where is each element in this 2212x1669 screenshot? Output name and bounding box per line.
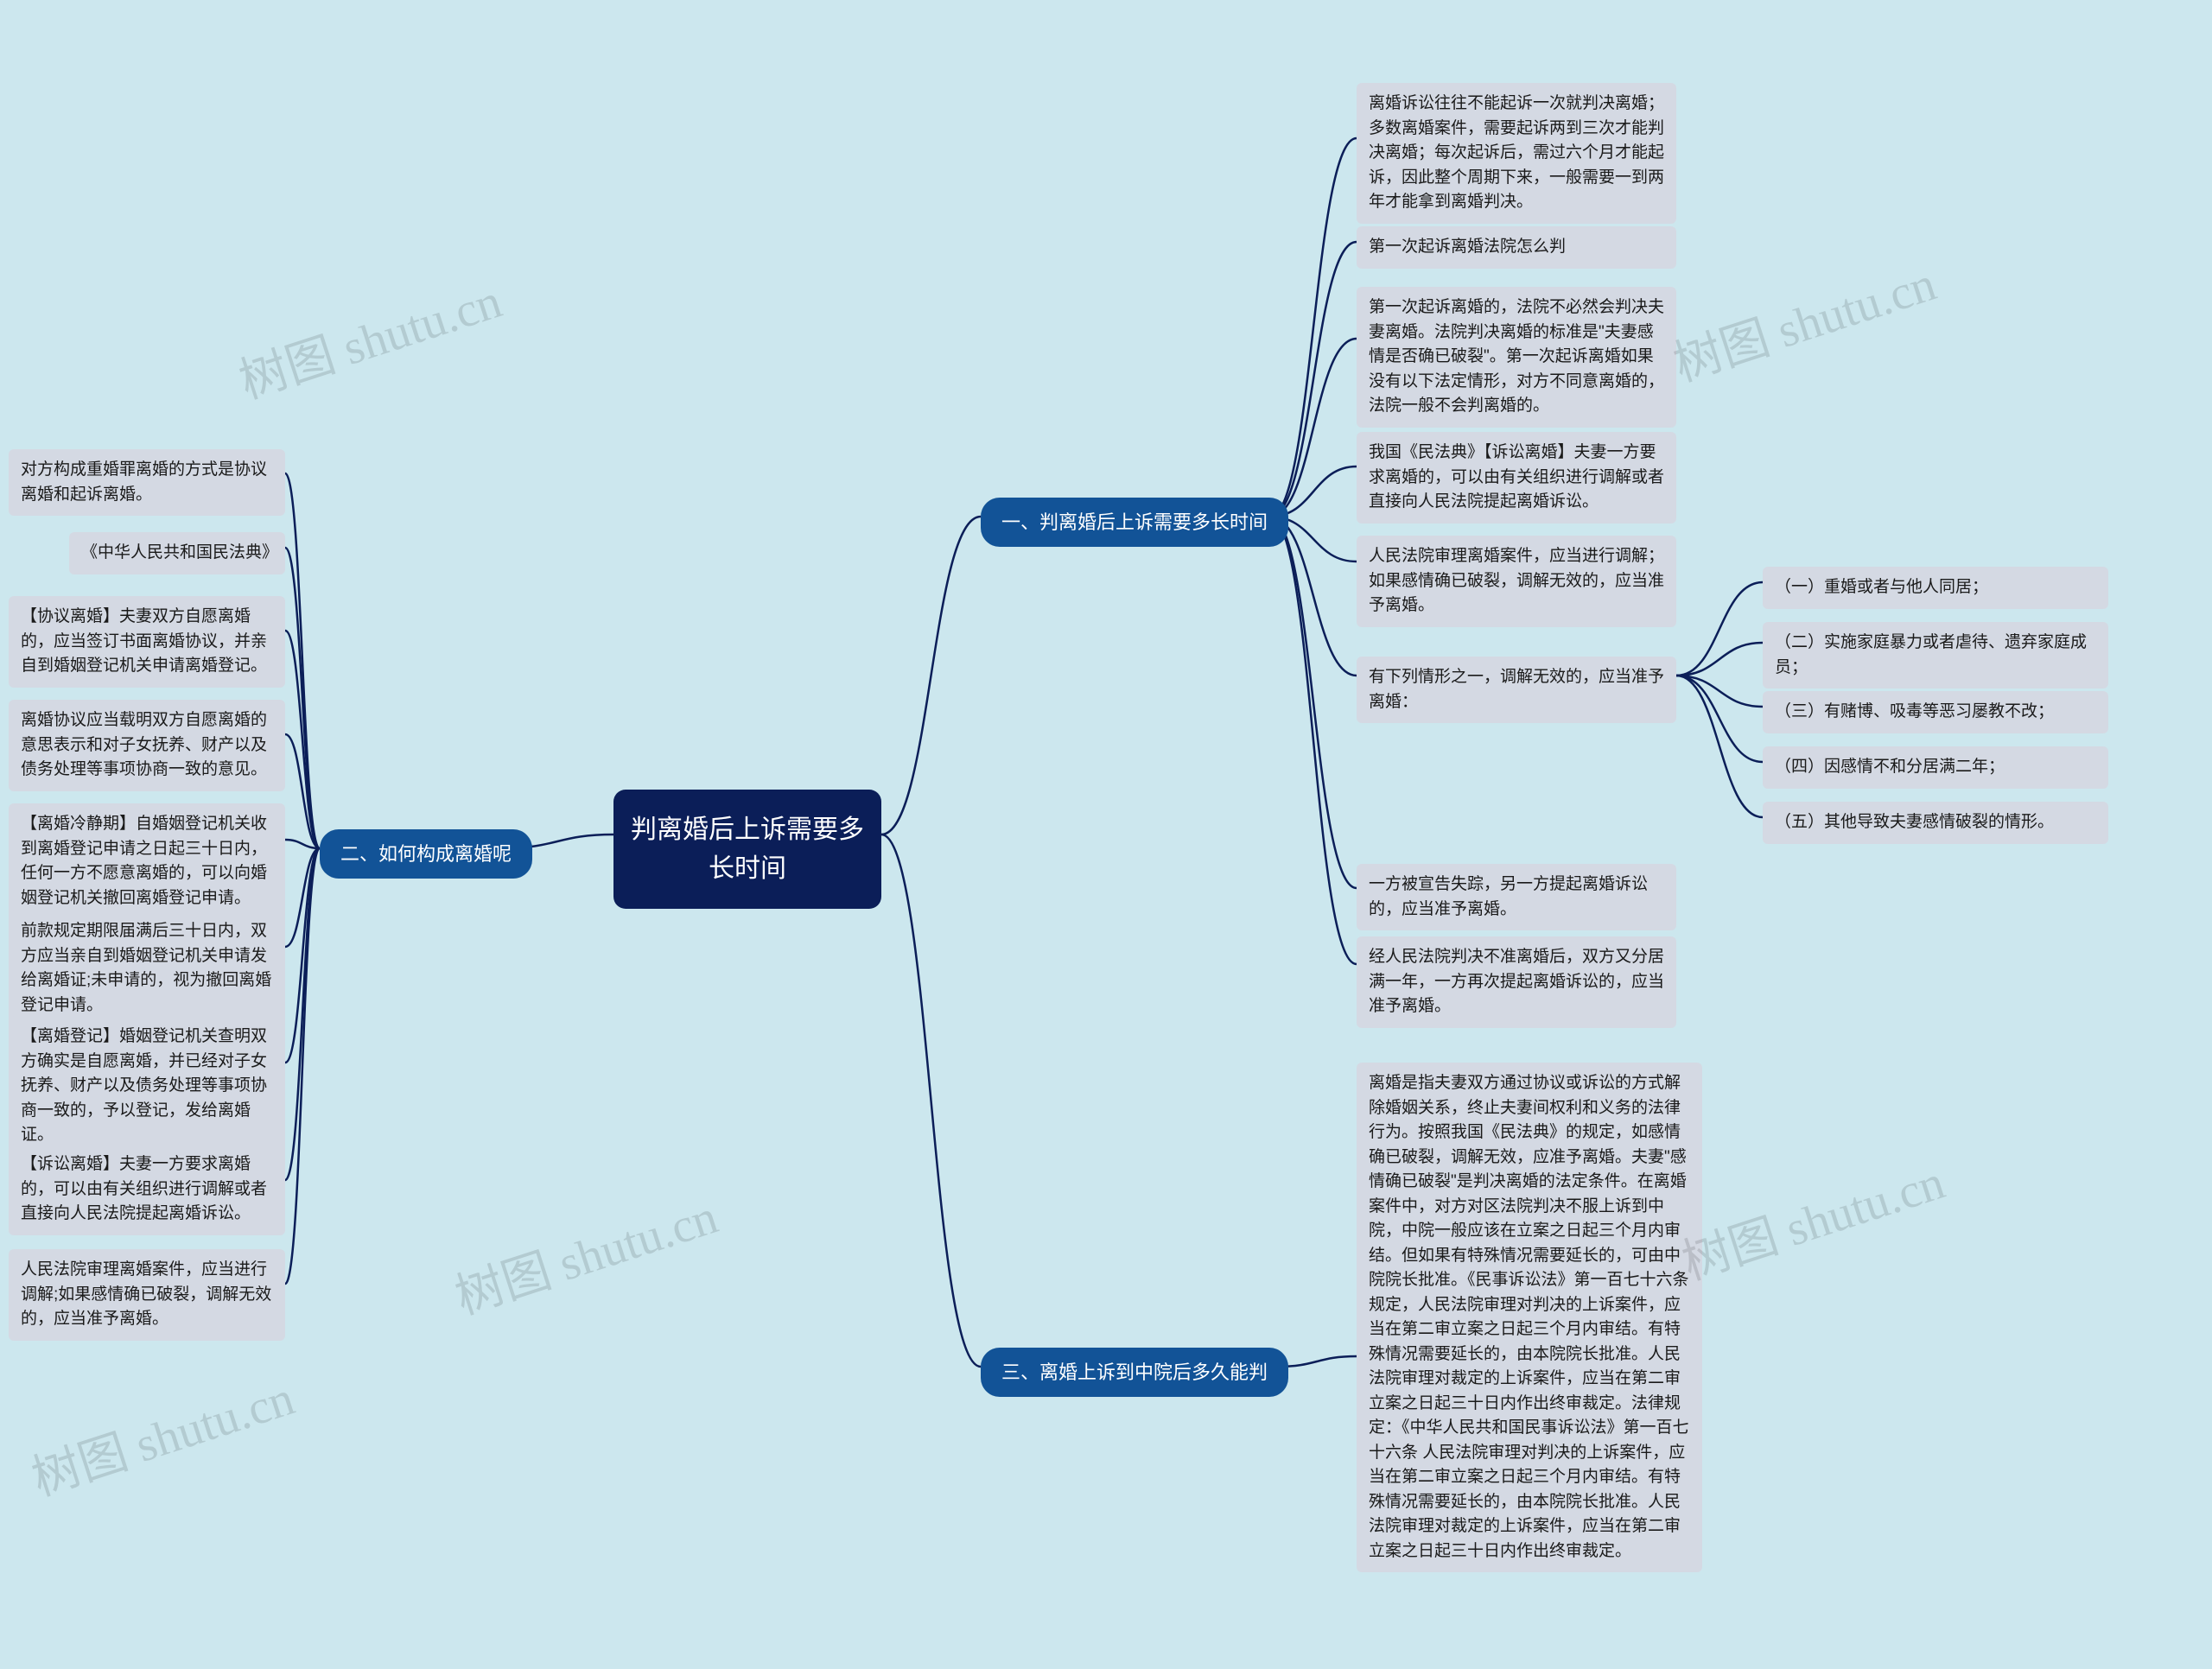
leaf-m9[interactable]: 人民法院审理离婚案件，应当进行调解;如果感情确已破裂，调解无效的，应当准予离婚。 — [9, 1249, 285, 1341]
leaf-l1-text: 离婚诉讼往往不能起诉一次就判决离婚；多数离婚案件，需要起诉两到三次才能判决离婚；… — [1369, 94, 1664, 211]
watermark-3: 树图 shutu.cn — [445, 1177, 725, 1328]
leaf-m2-text: 《中华人民共和国民法典》 — [81, 543, 278, 562]
watermark-1: 树图 shutu.cn — [229, 262, 509, 412]
leaf-l1[interactable]: 离婚诉讼往往不能起诉一次就判决离婚；多数离婚案件，需要起诉两到三次才能判决离婚；… — [1357, 83, 1676, 224]
leaf-m4-text: 离婚协议应当载明双方自愿离婚的意思表示和对子女抚养、财产以及债务处理等事项协商一… — [21, 711, 267, 778]
leaf-l3-text: 第一次起诉离婚的，法院不必然会判决夫妻离婚。法院判决离婚的标准是"夫妻感情是否确… — [1369, 298, 1664, 415]
branch-1[interactable]: 一、判离婚后上诉需要多长时间 — [981, 498, 1288, 547]
watermark-5-text: 树图 shutu.cn — [26, 1372, 301, 1507]
leaf-l5[interactable]: 人民法院审理离婚案件，应当进行调解；如果感情确已破裂，调解无效的，应当准予离婚。 — [1357, 536, 1676, 627]
watermark-4: 树图 shutu.cn — [1672, 1143, 1952, 1293]
leaf-m2[interactable]: 《中华人民共和国民法典》 — [69, 532, 285, 574]
leaf-m3-text: 【协议离婚】夫妻双方自愿离婚的，应当签订书面离婚协议，并亲自到婚姻登记机关申请离… — [21, 607, 267, 675]
watermark-2-text: 树图 shutu.cn — [1668, 257, 1942, 392]
branch-1-label: 一、判离婚后上诉需要多长时间 — [1001, 511, 1268, 533]
leaf-m7[interactable]: 【离婚登记】婚姻登记机关查明双方确实是自愿离婚，并已经对子女抚养、财产以及债务处… — [9, 1016, 285, 1157]
leaf-n1-text: 离婚是指夫妻双方通过协议或诉讼的方式解除婚姻关系，终止夫妻间权利和义务的法律行为… — [1369, 1074, 1689, 1560]
leaf-l6e-text: （五）其他导致夫妻感情破裂的情形。 — [1775, 813, 2054, 831]
leaf-l6c[interactable]: （三）有赌博、吸毒等恶习屡教不改； — [1763, 691, 2108, 733]
leaf-m8[interactable]: 【诉讼离婚】夫妻一方要求离婚的，可以由有关组织进行调解或者直接向人民法院提起离婚… — [9, 1144, 285, 1235]
leaf-l6a-text: （一）重婚或者与他人同居； — [1775, 578, 1988, 596]
root-node[interactable]: 判离婚后上诉需要多长时间 — [613, 790, 881, 909]
leaf-l5-text: 人民法院审理离婚案件，应当进行调解；如果感情确已破裂，调解无效的，应当准予离婚。 — [1369, 547, 1664, 614]
branch-2-label: 二、如何构成离婚呢 — [340, 843, 512, 865]
leaf-l8-text: 经人民法院判决不准离婚后，双方又分居满一年，一方再次提起离婚诉讼的，应当准予离婚… — [1369, 948, 1664, 1015]
watermark-4-text: 树图 shutu.cn — [1676, 1156, 1951, 1291]
leaf-l3[interactable]: 第一次起诉离婚的，法院不必然会判决夫妻离婚。法院判决离婚的标准是"夫妻感情是否确… — [1357, 287, 1676, 428]
watermark-3-text: 树图 shutu.cn — [449, 1190, 724, 1325]
leaf-m1-text: 对方构成重婚罪离婚的方式是协议离婚和起诉离婚。 — [21, 460, 267, 504]
leaf-m6[interactable]: 前款规定期限届满后三十日内，双方应当亲自到婚姻登记机关申请发给离婚证;未申请的，… — [9, 911, 285, 1026]
leaf-l6c-text: （三）有赌博、吸毒等恶习屡教不改； — [1775, 702, 2054, 720]
leaf-m3[interactable]: 【协议离婚】夫妻双方自愿离婚的，应当签订书面离婚协议，并亲自到婚姻登记机关申请离… — [9, 596, 285, 688]
watermark-5: 树图 shutu.cn — [22, 1359, 302, 1509]
leaf-m7-text: 【离婚登记】婚姻登记机关查明双方确实是自愿离婚，并已经对子女抚养、财产以及债务处… — [21, 1027, 267, 1144]
leaf-l7[interactable]: 一方被宣告失踪，另一方提起离婚诉讼的，应当准予离婚。 — [1357, 864, 1676, 930]
leaf-m6-text: 前款规定期限届满后三十日内，双方应当亲自到婚姻登记机关申请发给离婚证;未申请的，… — [21, 922, 271, 1014]
leaf-l6e[interactable]: （五）其他导致夫妻感情破裂的情形。 — [1763, 802, 2108, 844]
leaf-l6a[interactable]: （一）重婚或者与他人同居； — [1763, 567, 2108, 609]
leaf-m5-text: 【离婚冷静期】自婚姻登记机关收到离婚登记申请之日起三十日内，任何一方不愿意离婚的… — [21, 815, 267, 907]
root-label: 判离婚后上诉需要多长时间 — [631, 815, 864, 883]
leaf-m9-text: 人民法院审理离婚案件，应当进行调解;如果感情确已破裂，调解无效的，应当准予离婚。 — [21, 1260, 271, 1328]
watermark-1-text: 树图 shutu.cn — [233, 275, 508, 409]
leaf-l2-text: 第一次起诉离婚法院怎么判 — [1369, 238, 1566, 256]
branch-2[interactable]: 二、如何构成离婚呢 — [320, 829, 532, 879]
leaf-l4[interactable]: 我国《民法典》【诉讼离婚】夫妻一方要求离婚的，可以由有关组织进行调解或者直接向人… — [1357, 432, 1676, 524]
leaf-m5[interactable]: 【离婚冷静期】自婚姻登记机关收到离婚登记申请之日起三十日内，任何一方不愿意离婚的… — [9, 803, 285, 919]
branch-3[interactable]: 三、离婚上诉到中院后多久能判 — [981, 1348, 1288, 1397]
leaf-m1[interactable]: 对方构成重婚罪离婚的方式是协议离婚和起诉离婚。 — [9, 449, 285, 516]
leaf-l7-text: 一方被宣告失踪，另一方提起离婚诉讼的，应当准予离婚。 — [1369, 875, 1648, 918]
leaf-l6b[interactable]: （二）实施家庭暴力或者虐待、遗弃家庭成员； — [1763, 622, 2108, 689]
leaf-m8-text: 【诉讼离婚】夫妻一方要求离婚的，可以由有关组织进行调解或者直接向人民法院提起离婚… — [21, 1155, 267, 1222]
leaf-l4-text: 我国《民法典》【诉讼离婚】夫妻一方要求离婚的，可以由有关组织进行调解或者直接向人… — [1369, 443, 1664, 511]
leaf-l6d-text: （四）因感情不和分居满二年； — [1775, 758, 2005, 776]
leaf-l6-text: 有下列情形之一，调解无效的，应当准予离婚： — [1369, 668, 1664, 711]
leaf-m4[interactable]: 离婚协议应当载明双方自愿离婚的意思表示和对子女抚养、财产以及债务处理等事项协商一… — [9, 700, 285, 791]
leaf-l6b-text: （二）实施家庭暴力或者虐待、遗弃家庭成员； — [1775, 633, 2087, 676]
watermark-2: 树图 shutu.cn — [1663, 244, 1943, 395]
leaf-l6d[interactable]: （四）因感情不和分居满二年； — [1763, 746, 2108, 789]
leaf-l6[interactable]: 有下列情形之一，调解无效的，应当准予离婚： — [1357, 657, 1676, 723]
leaf-l8[interactable]: 经人民法院判决不准离婚后，双方又分居满一年，一方再次提起离婚诉讼的，应当准予离婚… — [1357, 936, 1676, 1028]
branch-3-label: 三、离婚上诉到中院后多久能判 — [1001, 1361, 1268, 1383]
leaf-n1[interactable]: 离婚是指夫妻双方通过协议或诉讼的方式解除婚姻关系，终止夫妻间权利和义务的法律行为… — [1357, 1063, 1702, 1572]
leaf-l2[interactable]: 第一次起诉离婚法院怎么判 — [1357, 226, 1676, 269]
